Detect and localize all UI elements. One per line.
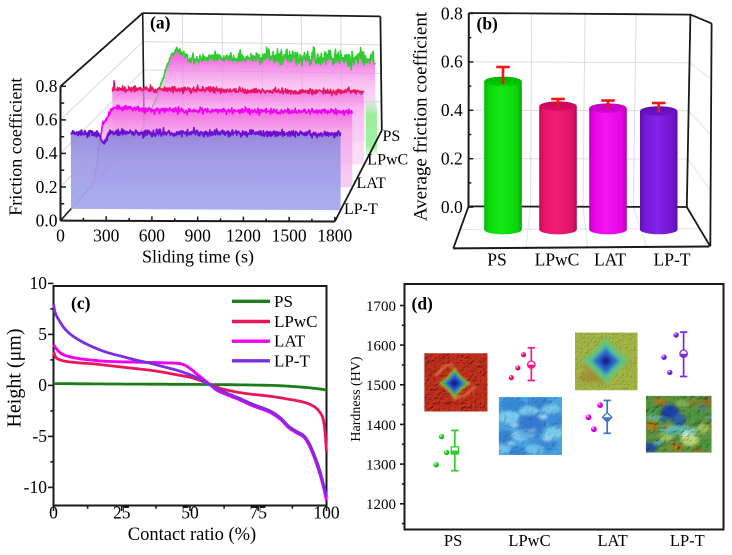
svg-text:1500: 1500 [366, 378, 396, 394]
svg-text:LP-T: LP-T [274, 351, 311, 370]
svg-text:1400: 1400 [366, 418, 396, 434]
svg-text:0: 0 [49, 503, 58, 523]
svg-text:PS: PS [444, 531, 462, 550]
svg-text:1200: 1200 [226, 226, 261, 246]
svg-text:0.8: 0.8 [36, 76, 58, 96]
svg-text:100: 100 [313, 503, 340, 523]
svg-text:Contact ratio (%): Contact ratio (%) [128, 525, 256, 545]
svg-text:-10: -10 [24, 477, 48, 497]
svg-text:PS: PS [274, 292, 293, 311]
svg-text:Height (μm): Height (μm) [4, 328, 26, 427]
svg-text:LAT: LAT [597, 531, 627, 550]
svg-text:(c): (c) [71, 293, 91, 313]
svg-text:0.0: 0.0 [441, 197, 463, 217]
svg-text:1300: 1300 [366, 457, 396, 473]
svg-text:0: 0 [56, 226, 65, 246]
svg-text:1500: 1500 [272, 226, 307, 246]
svg-text:1800: 1800 [317, 226, 352, 246]
svg-text:(d): (d) [412, 294, 434, 314]
svg-text:0.6: 0.6 [36, 110, 58, 130]
svg-text:(b): (b) [477, 14, 499, 34]
svg-text:10: 10 [30, 273, 48, 293]
svg-text:300: 300 [93, 226, 120, 246]
svg-text:0.2: 0.2 [36, 177, 58, 197]
svg-text:0.4: 0.4 [36, 143, 58, 163]
svg-text:LPwC: LPwC [508, 531, 550, 550]
svg-text:1700: 1700 [366, 299, 396, 315]
svg-text:Hardness (HV): Hardness (HV) [349, 356, 364, 441]
svg-text:5: 5 [38, 324, 47, 344]
svg-text:1200: 1200 [366, 497, 396, 513]
svg-text:Sliding time (s): Sliding time (s) [142, 247, 254, 268]
svg-text:1600: 1600 [366, 338, 396, 354]
svg-text:0: 0 [38, 375, 47, 395]
svg-text:50: 50 [181, 503, 199, 523]
svg-text:0.8: 0.8 [441, 3, 463, 23]
svg-text:LP-T: LP-T [670, 531, 705, 550]
svg-text:0.6: 0.6 [441, 52, 463, 72]
svg-text:PS: PS [383, 128, 401, 145]
svg-text:-5: -5 [32, 426, 47, 446]
svg-text:0.4: 0.4 [441, 100, 463, 120]
svg-text:(a): (a) [150, 13, 171, 33]
svg-text:LAT: LAT [594, 250, 626, 270]
svg-text:600: 600 [139, 226, 166, 246]
svg-text:LPwC: LPwC [535, 250, 580, 270]
svg-text:LPwC: LPwC [274, 312, 317, 331]
svg-text:25: 25 [113, 503, 131, 523]
svg-text:PS: PS [487, 250, 506, 270]
svg-text:Average friction coefficient: Average friction coefficient [411, 11, 432, 221]
svg-text:900: 900 [185, 226, 212, 246]
svg-text:LAT: LAT [357, 175, 387, 192]
svg-text:LP-T: LP-T [344, 201, 378, 218]
svg-text:0.2: 0.2 [441, 149, 463, 169]
svg-text:0.0: 0.0 [36, 210, 58, 230]
svg-text:LPwC: LPwC [367, 152, 408, 169]
svg-text:Friction coefficient: Friction coefficient [6, 78, 26, 216]
svg-text:LP-T: LP-T [654, 250, 691, 270]
svg-text:LAT: LAT [274, 332, 306, 351]
svg-text:75: 75 [249, 503, 267, 523]
